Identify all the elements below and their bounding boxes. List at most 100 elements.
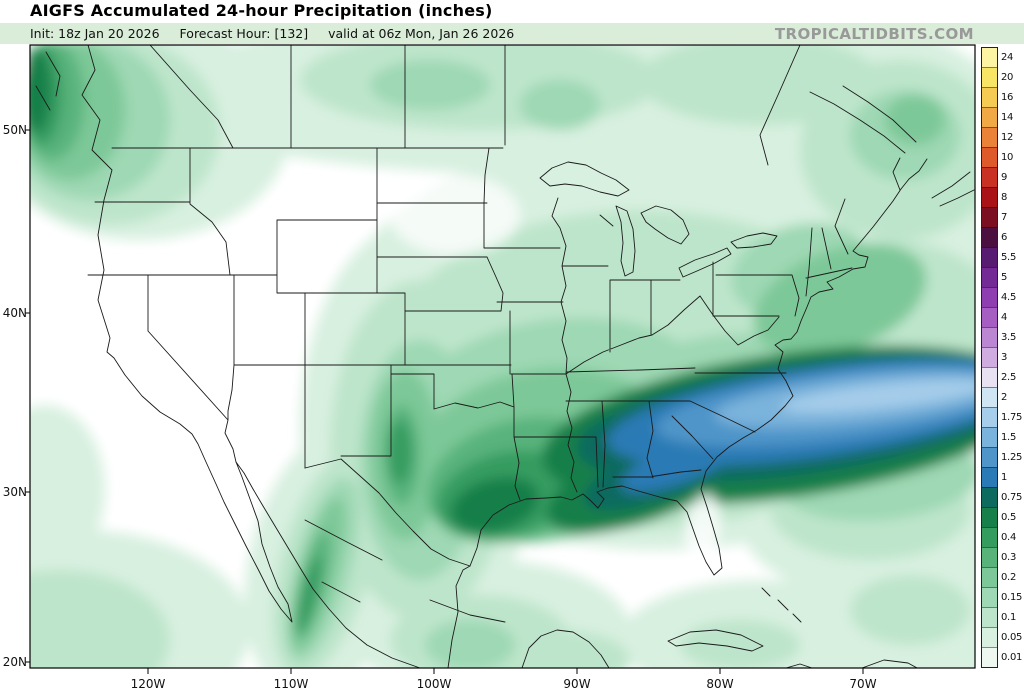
colorbar-swatch bbox=[982, 507, 997, 527]
colorbar-swatch bbox=[982, 487, 997, 507]
lat-label-40n: 40N bbox=[3, 306, 27, 320]
colorbar-level-label: 16 bbox=[1001, 91, 1014, 103]
title-row: AIGFS Accumulated 24-hour Precipitation … bbox=[30, 1, 493, 20]
colorbar-swatch bbox=[982, 367, 997, 387]
yucatan-coast bbox=[521, 629, 610, 668]
watermark: TROPICALTIDBITS.COM bbox=[774, 24, 974, 43]
colorbar-swatch bbox=[982, 467, 997, 487]
colorbar-swatch bbox=[982, 107, 997, 127]
colorbar-swatch bbox=[982, 207, 997, 227]
colorbar-swatch bbox=[982, 547, 997, 567]
subtitle-bar: Init: 18z Jan 20 2026 Forecast Hour: [13… bbox=[0, 23, 1024, 44]
lon-label-90w: 90W bbox=[563, 677, 590, 691]
colorbar-level-label: 3.5 bbox=[1001, 331, 1017, 343]
colorbar-swatch bbox=[982, 407, 997, 427]
colorbar-level-label: 1.5 bbox=[1001, 432, 1017, 444]
axis-labels: 50N 40N 30N 20N 120W 110W 100W 90W 80W 7… bbox=[3, 123, 877, 691]
maritimes-coast bbox=[809, 85, 975, 207]
colorbar-swatch bbox=[982, 527, 997, 547]
colorbar-swatch bbox=[982, 147, 997, 167]
colorbar-level-label: 0.2 bbox=[1001, 572, 1017, 584]
map-frame bbox=[29, 44, 976, 669]
lon-label-70w: 70W bbox=[849, 677, 876, 691]
colorbar-level-label: 2.5 bbox=[1001, 372, 1017, 384]
colorbar-level-label: 0.15 bbox=[1001, 592, 1023, 604]
colorbar-level-label: 2 bbox=[1001, 392, 1008, 404]
lat-label-20n: 20N bbox=[3, 655, 27, 669]
colorbar-swatch bbox=[982, 627, 997, 647]
colorbar-level-label: 8 bbox=[1001, 191, 1008, 203]
colorbar-swatch bbox=[982, 48, 997, 67]
colorbar-swatch bbox=[982, 327, 997, 347]
colorbar-swatch bbox=[982, 607, 997, 627]
colorbar-labels: 24 20 16 14 12 10 9 8 7 6 5.5 5 4.5 4 3.5 3 2.5 2 1.75 1.5 1… bbox=[1001, 47, 1022, 668]
lon-label-100w: 100W bbox=[417, 677, 452, 691]
colorbar-swatch bbox=[982, 227, 997, 247]
colorbar-swatch bbox=[982, 287, 997, 307]
lon-label-110w: 110W bbox=[274, 677, 309, 691]
colorbar-level-label: 0.1 bbox=[1001, 612, 1017, 624]
valid-time-label: valid at 06z Mon, Jan 26 2026 bbox=[328, 26, 515, 41]
colorbar-swatch bbox=[982, 87, 997, 107]
colorbar-level-label: 20 bbox=[1001, 71, 1014, 83]
colorbar-swatch bbox=[982, 187, 997, 207]
colorbar-level-label: 12 bbox=[1001, 131, 1014, 143]
lon-label-120w: 120W bbox=[131, 677, 166, 691]
colorbar-level-label: 5.5 bbox=[1001, 251, 1017, 263]
cuba-outline bbox=[667, 629, 764, 652]
forecast-hour-label: Forecast Hour: [132] bbox=[179, 26, 309, 41]
pacific-coastline bbox=[81, 45, 421, 668]
colorbar-swatch bbox=[982, 447, 997, 467]
colorbar-level-label: 4.5 bbox=[1001, 291, 1017, 303]
axis-ticks bbox=[25, 129, 864, 674]
mexico-borders bbox=[304, 458, 506, 623]
colorbar-swatch bbox=[982, 167, 997, 187]
colorbar-level-label: 3 bbox=[1001, 351, 1008, 363]
colorbar-swatches bbox=[981, 47, 998, 668]
colorbar-level-label: 0.01 bbox=[1001, 652, 1023, 664]
colorbar-level-label: 1.75 bbox=[1001, 412, 1023, 424]
colorbar-level-label: 1.25 bbox=[1001, 452, 1023, 464]
lat-label-50n: 50N bbox=[3, 123, 27, 137]
precip-shading bbox=[30, 45, 975, 668]
canada-borders bbox=[111, 45, 901, 255]
caribbean-islands bbox=[761, 587, 919, 668]
colorbar-level-label: 1 bbox=[1001, 472, 1008, 484]
colorbar-level-label: 5 bbox=[1001, 271, 1008, 283]
colorbar-level-label: 7 bbox=[1001, 211, 1008, 223]
colorbar-level-label: 9 bbox=[1001, 171, 1008, 183]
colorbar-level-label: 0.5 bbox=[1001, 512, 1017, 524]
colorbar-level-label: 24 bbox=[1001, 51, 1014, 63]
colorbar-level-label: 6 bbox=[1001, 231, 1008, 243]
lon-label-80w: 80W bbox=[706, 677, 733, 691]
colorbar-swatch bbox=[982, 267, 997, 287]
colorbar-swatch bbox=[982, 387, 997, 407]
lat-label-30n: 30N bbox=[3, 485, 27, 499]
colorbar: 24 20 16 14 12 10 9 8 7 6 5.5 5 4.5 4 3.5 3 2.5 2 1.75 1.5 1… bbox=[981, 47, 1022, 668]
colorbar-swatch bbox=[982, 647, 997, 667]
colorbar-level-label: 0.05 bbox=[1001, 632, 1023, 644]
gulf-atlantic-coastline bbox=[447, 158, 928, 668]
colorbar-level-label: 10 bbox=[1001, 151, 1014, 163]
model-run-info: Init: 18z Jan 20 2026 Forecast Hour: [13… bbox=[30, 26, 514, 41]
us-state-borders bbox=[87, 147, 853, 501]
geography bbox=[35, 45, 975, 668]
colorbar-swatch bbox=[982, 347, 997, 367]
colorbar-swatch bbox=[982, 427, 997, 447]
colorbar-level-label: 0.75 bbox=[1001, 492, 1023, 504]
bc-islands bbox=[35, 51, 61, 111]
colorbar-swatch bbox=[982, 567, 997, 587]
colorbar-level-label: 0.3 bbox=[1001, 552, 1017, 564]
init-time-label: Init: 18z Jan 20 2026 bbox=[30, 26, 160, 41]
colorbar-level-label: 14 bbox=[1001, 111, 1014, 123]
colorbar-swatch bbox=[982, 67, 997, 87]
colorbar-level-label: 0.4 bbox=[1001, 532, 1017, 544]
colorbar-level-label: 4 bbox=[1001, 311, 1008, 323]
colorbar-swatch bbox=[982, 247, 997, 267]
colorbar-swatch bbox=[982, 587, 997, 607]
colorbar-swatch bbox=[982, 127, 997, 147]
page-title: AIGFS Accumulated 24-hour Precipitation … bbox=[30, 1, 493, 20]
great-lakes bbox=[539, 161, 778, 278]
